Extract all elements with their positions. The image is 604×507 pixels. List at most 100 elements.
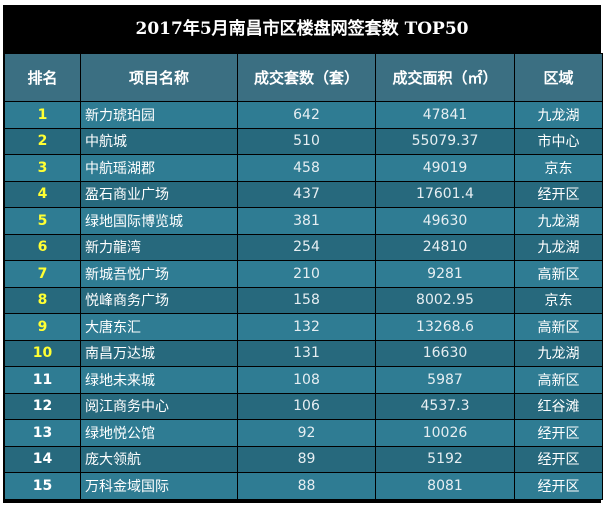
project-name-cell: 绿地未来城 (80, 366, 238, 394)
rank-cell: 14 (4, 445, 81, 473)
header-area: 成交面积（㎡） (375, 53, 515, 102)
table-row: 9 大唐东汇 132 13268.6 高新区 (4, 313, 603, 341)
rank-cell: 10 (4, 339, 81, 367)
area-cell: 5192 (375, 445, 515, 473)
area-cell: 49019 (375, 154, 515, 182)
units-cell: 88 (237, 472, 376, 500)
units-cell: 108 (237, 366, 376, 394)
district-cell: 经开区 (514, 445, 603, 473)
table-row: 6 新力龍湾 254 24810 九龙湖 (4, 233, 603, 261)
units-cell: 254 (237, 233, 376, 261)
header-row: 排名 项目名称 成交套数（套） 成交面积（㎡） 区域 (4, 53, 603, 102)
area-cell: 13268.6 (375, 313, 515, 341)
table-body: 1 新力琥珀园 642 47841 九龙湖 2 中航城 510 55079.37 市中心 3 中航瑶湖… (4, 101, 603, 500)
rank-cell: 6 (4, 233, 81, 261)
area-cell: 55079.37 (375, 127, 515, 155)
district-cell: 高新区 (514, 313, 603, 341)
units-cell: 92 (237, 419, 376, 447)
table-row: 15 万科金域国际 88 8081 经开区 (4, 472, 603, 500)
project-name-cell: 新力龍湾 (80, 233, 238, 261)
table-row: 8 悦峰商务广场 158 8002.95 京东 (4, 286, 603, 314)
district-cell: 红谷滩 (514, 392, 603, 420)
area-cell: 4537.3 (375, 392, 515, 420)
project-name-cell: 绿地国际博览城 (80, 207, 238, 235)
area-cell: 16630 (375, 339, 515, 367)
district-cell: 经开区 (514, 180, 603, 208)
rank-cell: 1 (4, 101, 81, 129)
project-name-cell: 盈石商业广场 (80, 180, 238, 208)
table-row: 3 中航瑶湖郡 458 49019 京东 (4, 154, 603, 182)
header-rank: 排名 (4, 53, 81, 102)
area-cell: 5987 (375, 366, 515, 394)
project-name-cell: 悦峰商务广场 (80, 286, 238, 314)
district-cell: 九龙湖 (514, 101, 603, 129)
area-cell: 49630 (375, 207, 515, 235)
units-cell: 510 (237, 127, 376, 155)
units-cell: 437 (237, 180, 376, 208)
district-cell: 九龙湖 (514, 339, 603, 367)
project-name-cell: 绿地悦公馆 (80, 419, 238, 447)
units-cell: 132 (237, 313, 376, 341)
header-district: 区域 (514, 53, 603, 102)
table-row: 13 绿地悦公馆 92 10026 经开区 (4, 419, 603, 447)
area-cell: 8081 (375, 472, 515, 500)
table-row: 7 新城吾悦广场 210 9281 高新区 (4, 260, 603, 288)
area-cell: 10026 (375, 419, 515, 447)
area-cell: 24810 (375, 233, 515, 261)
rank-cell: 12 (4, 392, 81, 420)
header-units: 成交套数（套） (237, 53, 376, 102)
district-cell: 京东 (514, 154, 603, 182)
project-name-cell: 大唐东汇 (80, 313, 238, 341)
area-cell: 9281 (375, 260, 515, 288)
units-cell: 381 (237, 207, 376, 235)
district-cell: 经开区 (514, 419, 603, 447)
district-cell: 九龙湖 (514, 207, 603, 235)
header-project-name: 项目名称 (80, 53, 238, 102)
project-name-cell: 庞大领航 (80, 445, 238, 473)
rank-cell: 8 (4, 286, 81, 314)
units-cell: 106 (237, 392, 376, 420)
district-cell: 高新区 (514, 260, 603, 288)
rank-cell: 11 (4, 366, 81, 394)
units-cell: 642 (237, 101, 376, 129)
rank-cell: 3 (4, 154, 81, 182)
area-cell: 17601.4 (375, 180, 515, 208)
rank-cell: 9 (4, 313, 81, 341)
district-cell: 高新区 (514, 366, 603, 394)
area-cell: 47841 (375, 101, 515, 129)
project-name-cell: 阅江商务中心 (80, 392, 238, 420)
table-row: 4 盈石商业广场 437 17601.4 经开区 (4, 180, 603, 208)
district-cell: 经开区 (514, 472, 603, 500)
table-row: 5 绿地国际博览城 381 49630 九龙湖 (4, 207, 603, 235)
district-cell: 九龙湖 (514, 233, 603, 261)
district-cell: 京东 (514, 286, 603, 314)
project-name-cell: 中航城 (80, 127, 238, 155)
table-row: 12 阅江商务中心 106 4537.3 红谷滩 (4, 392, 603, 420)
units-cell: 131 (237, 339, 376, 367)
ranking-table: 排名 项目名称 成交套数（套） 成交面积（㎡） 区域 1 新力琥珀园 642 4784… (4, 53, 603, 500)
units-cell: 458 (237, 154, 376, 182)
units-cell: 210 (237, 260, 376, 288)
rank-cell: 4 (4, 180, 81, 208)
table-row: 1 新力琥珀园 642 47841 九龙湖 (4, 101, 603, 129)
units-cell: 89 (237, 445, 376, 473)
table-title: 2017年5月南昌市区楼盘网签套数 TOP50 (4, 6, 600, 53)
area-cell: 8002.95 (375, 286, 515, 314)
table-row: 10 南昌万达城 131 16630 九龙湖 (4, 339, 603, 367)
rank-cell: 2 (4, 127, 81, 155)
units-cell: 158 (237, 286, 376, 314)
ranking-table-frame: 2017年5月南昌市区楼盘网签套数 TOP50 排名 项目名称 成交套数（套） … (3, 5, 603, 503)
rank-cell: 15 (4, 472, 81, 500)
rank-cell: 7 (4, 260, 81, 288)
district-cell: 市中心 (514, 127, 603, 155)
project-name-cell: 万科金域国际 (80, 472, 238, 500)
rank-cell: 13 (4, 419, 81, 447)
project-name-cell: 中航瑶湖郡 (80, 154, 238, 182)
table-row: 2 中航城 510 55079.37 市中心 (4, 127, 603, 155)
project-name-cell: 南昌万达城 (80, 339, 238, 367)
project-name-cell: 新力琥珀园 (80, 101, 238, 129)
table-row: 14 庞大领航 89 5192 经开区 (4, 445, 603, 473)
project-name-cell: 新城吾悦广场 (80, 260, 238, 288)
table-row: 11 绿地未来城 108 5987 高新区 (4, 366, 603, 394)
rank-cell: 5 (4, 207, 81, 235)
